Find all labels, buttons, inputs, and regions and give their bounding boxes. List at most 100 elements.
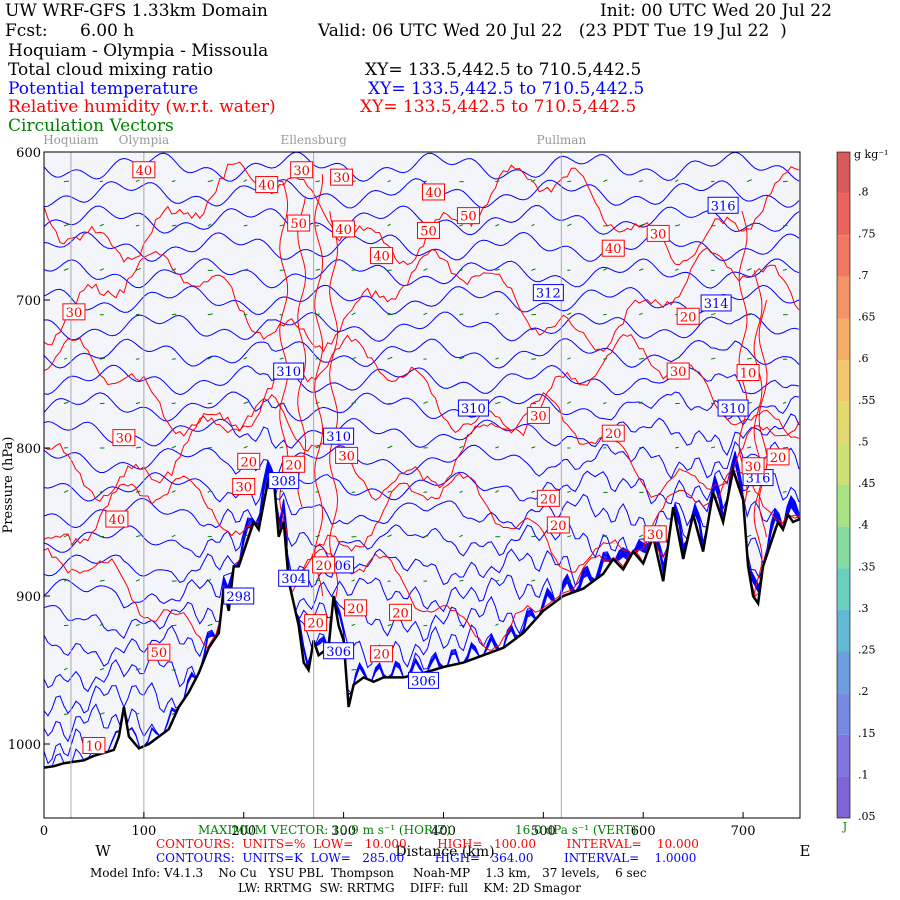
theta-label-box [223,587,255,605]
forecast-label: Fcst: [5,21,48,41]
theta-label-box [532,284,564,302]
legend-rh-xy: XY= 133.5,442.5 to 710.5,442.5 [360,97,637,117]
max-vector-horiz: MAXIMUM VECTOR: 10.9 m s⁻¹ (HORIZ) [198,823,451,837]
circulation-vector [782,446,789,449]
rh-label: 50 [460,210,477,225]
rh-label: 30 [530,409,547,424]
rh-label-box [332,220,356,238]
circulation-vector [459,534,463,538]
rh-label-box [666,362,690,380]
model-info: Model Info: V4.1.3 No Cu YSU PBL Thompso… [90,866,647,880]
circulation-vector [567,357,571,360]
circulation-vector [315,357,320,360]
circulation-vector [495,623,499,627]
colorbar-tick-label: .65 [858,311,876,324]
circulation-vector [603,402,607,405]
rh-label: 10 [740,367,757,382]
circulation-vector [279,490,283,493]
circulation-vector [63,490,69,493]
circulation-vector [171,224,177,227]
x-tick-label: 300 [331,824,356,839]
colorbar-frame [836,151,851,819]
circulation-vector [423,268,428,271]
circulation-vector [746,179,752,183]
rh-label-box [526,406,550,424]
y-tick-label: 700 [16,294,41,309]
circulation-vector [459,579,464,582]
theta-contour-line [44,413,800,456]
colorbar-segment [837,568,850,610]
colorbar-tick-label: .15 [858,727,876,740]
circulation-vector [782,490,787,493]
rh-label: 30 [670,365,687,380]
y-tick-label: 1000 [8,738,41,753]
theta-contour-line [44,152,800,182]
rh-label: 20 [770,451,787,466]
theta-label-box [273,362,305,380]
colorbar-segment [837,360,850,402]
circulation-vector [351,623,356,627]
rh-label: 20 [680,310,697,325]
circulation-vector [710,313,716,316]
circulation-vector [567,490,571,493]
colorbar-tick-label: .7 [858,269,869,282]
circulation-vector [63,223,69,227]
circulation-vector [315,445,321,449]
circulation-vector [135,224,140,227]
rh-contour-line [314,174,324,597]
legend-cloud-label: Total cloud mixing ratio [8,60,214,80]
theta-contour-line [44,311,800,342]
circulation-vector [351,356,357,360]
theta-label: 310 [721,402,746,417]
rh-label-box [546,516,570,534]
city-label: Hoquiam [43,133,99,147]
rh-label: 30 [66,306,83,321]
circulation-vector [387,356,393,360]
colorbar-segment [837,693,850,735]
circulation-vector [315,579,321,582]
colorbar-segment [837,485,850,527]
circulation-vector [674,268,679,271]
rh-label-box [741,457,765,475]
colorbar-units: g kg⁻¹ [854,148,888,161]
circulation-vector [639,534,644,538]
circulation-vector [207,490,212,493]
rh-label: 30 [650,227,667,242]
rh-label: 40 [373,250,390,265]
rh-label-box [344,599,368,617]
circulation-vector [351,269,356,271]
rh-label: 20 [240,455,257,470]
rh-label-box [312,556,336,574]
colorbar-segment [837,443,850,485]
circulation-vector [99,668,105,671]
direction-east: E [800,842,811,860]
circulation-vector [495,357,499,360]
circulation-vector [782,401,787,405]
circulation-vector [279,446,284,449]
rh-label: 50 [420,224,437,239]
circulation-vector [639,268,644,271]
colorbar-segment [837,152,850,194]
circulation-vector [603,534,607,538]
circulation-vector [135,579,141,582]
rh-label: 20 [285,458,302,473]
circulation-vector [639,223,645,227]
theta-label: 304 [281,572,306,587]
rh-label-box [646,224,670,242]
rh-label-box [601,424,625,442]
rh-label-box [601,239,625,257]
circulation-vector [351,312,356,316]
theta-label: 312 [536,287,561,302]
rh-label: 40 [136,164,153,179]
circulation-vector [639,180,643,183]
valid-time: Valid: 06 UTC Wed 20 Jul 22 (23 PDT Tue … [318,21,787,41]
rh-label: 30 [338,449,355,464]
circulation-vector [135,623,140,627]
circulation-vector [63,401,69,405]
colorbar-segment [837,526,850,569]
rh-label: 30 [116,432,133,447]
circulation-vector [603,267,608,271]
circulation-vector [495,224,500,227]
circulation-vector [171,180,176,183]
